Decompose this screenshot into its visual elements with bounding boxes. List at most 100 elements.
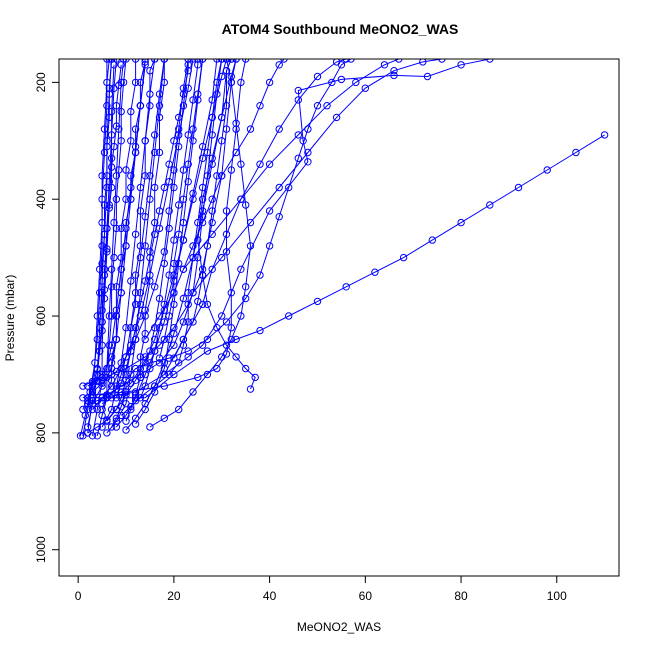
data-point (136, 242, 145, 250)
data-point (304, 125, 312, 133)
data-point (179, 318, 188, 326)
data-point (194, 59, 202, 63)
data-point (160, 370, 169, 379)
data-point (213, 172, 221, 180)
y-tick-label: 1000 (34, 536, 48, 563)
plot-area (76, 59, 609, 440)
data-point (146, 347, 154, 355)
data-point (155, 102, 164, 110)
data-point (146, 364, 154, 373)
data-point (543, 166, 551, 174)
data-point (127, 370, 135, 379)
data-point (242, 294, 250, 303)
data-point (112, 405, 121, 414)
data-point (304, 148, 312, 157)
data-point (105, 341, 114, 349)
data-point (165, 224, 173, 233)
data-point (313, 72, 322, 81)
data-point (136, 207, 145, 215)
data-point (107, 376, 116, 384)
data-point (127, 137, 135, 145)
data-point (160, 306, 169, 314)
data-point (146, 423, 154, 431)
data-point (146, 359, 154, 367)
data-point (141, 137, 149, 145)
data-point (222, 230, 231, 239)
data-point (103, 416, 111, 424)
data-point (122, 376, 130, 384)
y-tick-label: 800 (34, 423, 48, 443)
data-point (198, 271, 207, 279)
series-39 (112, 59, 192, 402)
data-point (141, 335, 149, 344)
data-point (155, 294, 164, 303)
data-point (117, 289, 125, 297)
data-point (141, 59, 149, 66)
data-point (179, 90, 188, 98)
data-point (100, 265, 109, 273)
series-line (163, 59, 347, 375)
data-point (103, 364, 111, 373)
y-axis: 200 400 600 800 1000 (34, 72, 60, 563)
data-point (131, 420, 140, 428)
data-point (160, 259, 169, 268)
data-point (294, 96, 302, 104)
data-point (117, 61, 125, 69)
data-point (203, 148, 212, 157)
data-point (285, 183, 293, 192)
data-point (184, 178, 192, 186)
data-point (184, 318, 192, 326)
data-point (103, 142, 111, 151)
data-point (189, 388, 197, 396)
data-point (189, 96, 197, 104)
data-point (222, 102, 231, 110)
data-point (107, 405, 116, 414)
data-point (328, 78, 336, 87)
data-point (122, 166, 130, 174)
y-tick-label: 200 (34, 72, 48, 92)
data-point (179, 195, 188, 203)
data-point (127, 172, 135, 180)
data-point (127, 107, 135, 116)
data-point (265, 78, 274, 87)
data-point (141, 405, 149, 414)
data-point (170, 370, 178, 379)
data-point (165, 335, 173, 344)
data-point (146, 67, 154, 75)
data-point (136, 78, 145, 87)
data-point (189, 189, 197, 198)
data-point (136, 353, 145, 361)
data-point (189, 253, 197, 262)
data-point (371, 268, 379, 276)
data-point (146, 248, 154, 256)
data-point (122, 426, 130, 434)
data-point (208, 96, 216, 104)
data-point (160, 78, 169, 87)
data-point (98, 370, 106, 379)
data-point (184, 289, 192, 297)
data-point (93, 377, 102, 386)
x-tick-label: 80 (454, 589, 468, 603)
data-point (117, 107, 125, 116)
data-point (242, 283, 250, 291)
data-point (294, 131, 302, 139)
data-point (179, 84, 188, 92)
series-25 (103, 59, 130, 373)
data-point (127, 277, 135, 285)
data-point (170, 137, 178, 145)
data-point (208, 218, 216, 227)
data-point (361, 84, 369, 92)
data-point (423, 72, 432, 81)
data-point (141, 306, 149, 314)
data-point (189, 318, 197, 326)
data-point (194, 218, 202, 227)
data-point (198, 183, 207, 192)
data-point (208, 154, 216, 163)
data-point (107, 423, 116, 431)
data-point (155, 354, 164, 362)
data-point (218, 137, 226, 145)
data-point (105, 84, 114, 92)
data-point (117, 224, 125, 233)
data-point (514, 183, 523, 192)
data-point (170, 166, 178, 174)
